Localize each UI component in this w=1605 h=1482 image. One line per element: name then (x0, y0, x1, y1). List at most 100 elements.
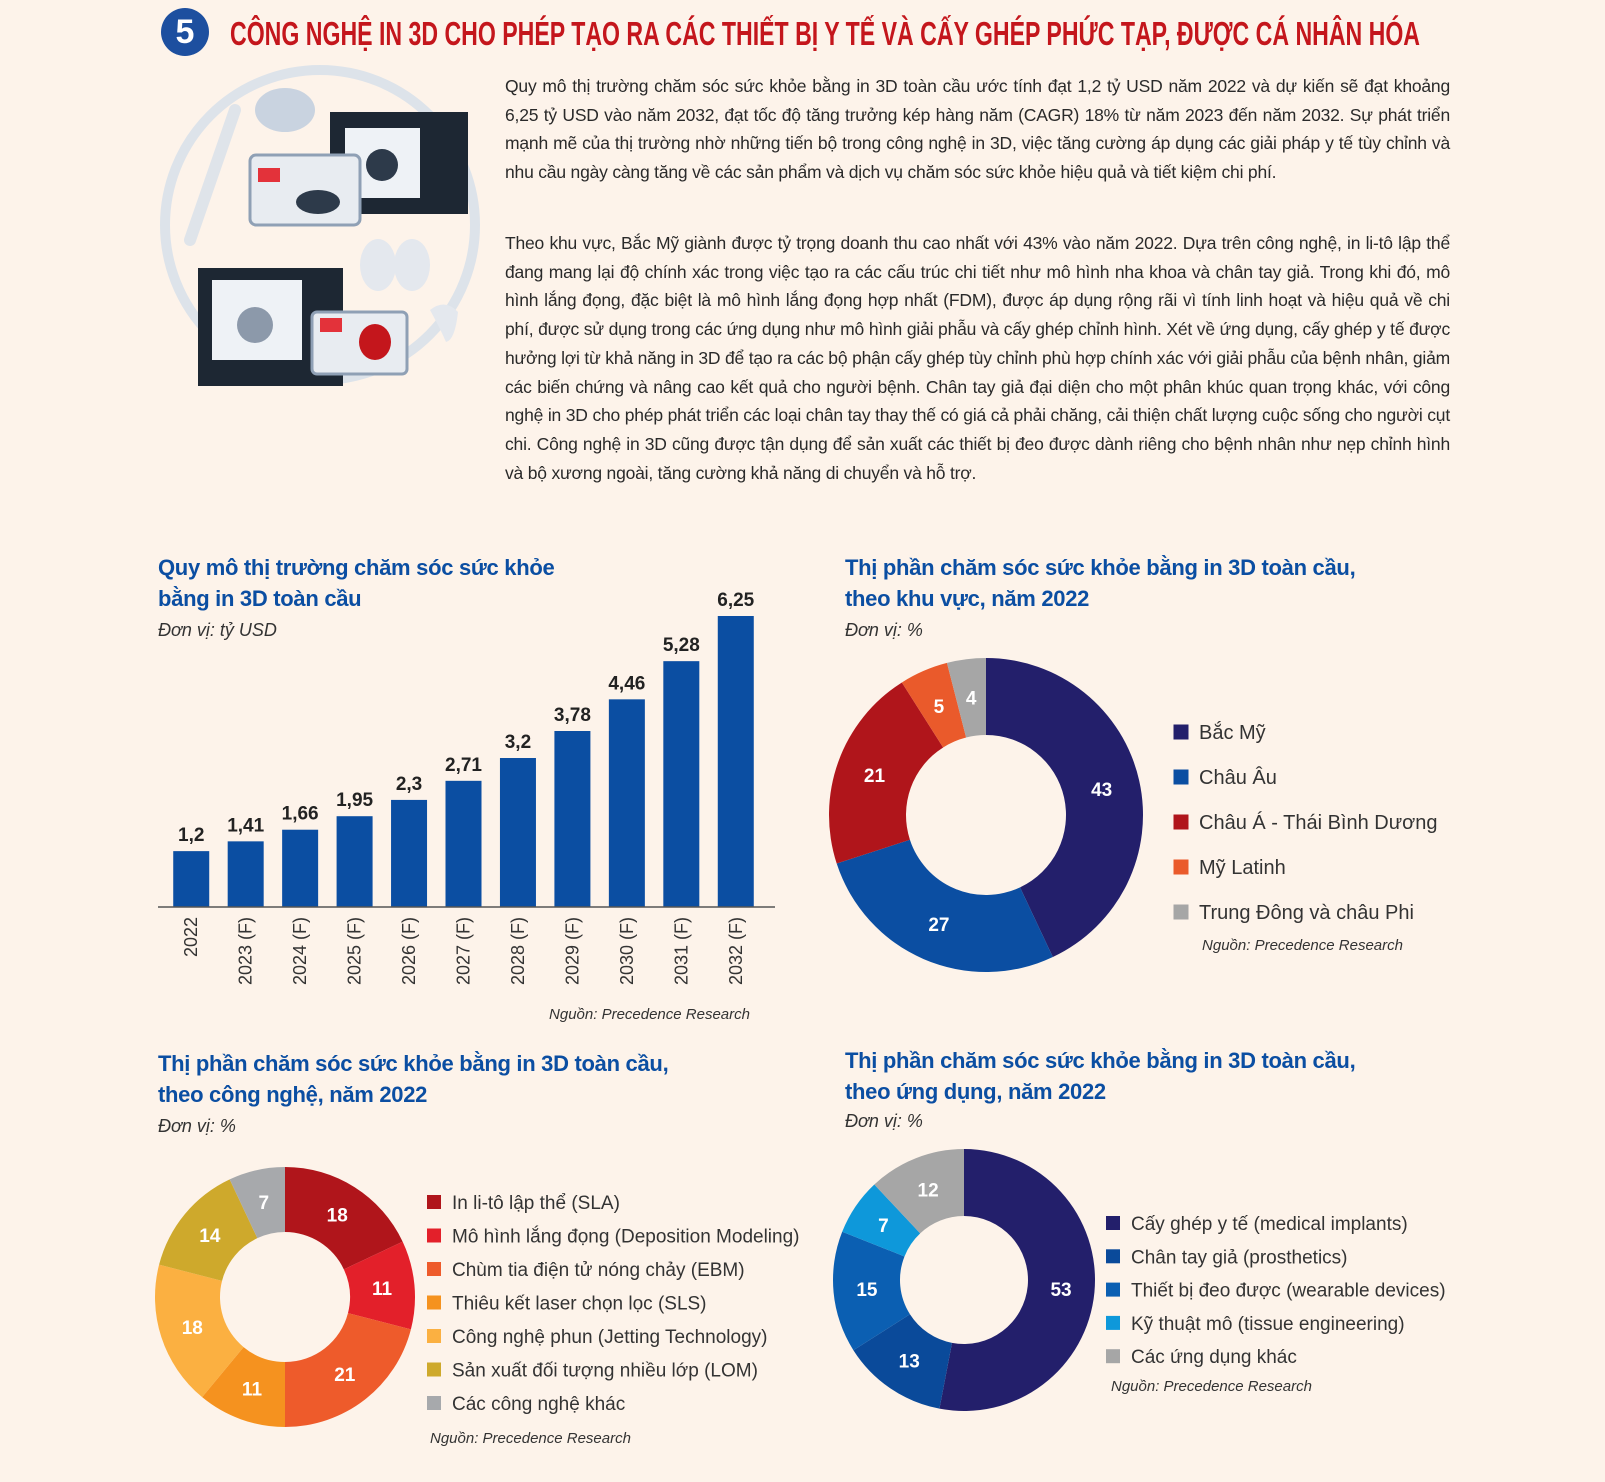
bar (554, 731, 591, 907)
chart-subtitle: Đơn vị: % (845, 1111, 923, 1131)
legend-swatch (427, 1262, 441, 1276)
bar (336, 816, 373, 907)
paragraph: Quy mô thị trường chăm sóc sức khỏe bằng… (505, 76, 1450, 183)
legend-swatch (427, 1329, 441, 1343)
legend-label: Sản xuất đối tượng nhiều lớp (LOM) (452, 1361, 758, 1382)
value-label: 4,46 (608, 673, 645, 694)
donut-segment (343, 1241, 415, 1330)
legend-label: Bắc Mỹ (1199, 721, 1266, 744)
value-label: 2,3 (396, 774, 422, 795)
value-label: 1,66 (282, 804, 319, 825)
legend-label: Các ứng dụng khác (1131, 1347, 1297, 1368)
bar (173, 851, 210, 907)
bar (391, 799, 428, 907)
legend-swatch (427, 1362, 441, 1377)
bar (717, 616, 754, 907)
chart-subtitle: Đơn vị: tỷ USD (158, 620, 277, 640)
legend-swatch (1173, 859, 1189, 875)
chart-title: Quy mô thị trường chăm sóc sức khỏe bằng… (158, 555, 555, 611)
donut-segment (901, 662, 967, 748)
paragraph: Theo khu vực, Bắc Mỹ giành được tỷ trọng… (505, 233, 1450, 483)
legend-swatch (1173, 769, 1189, 785)
value-label: 1,2 (178, 825, 204, 846)
value-label: 6,25 (717, 590, 754, 611)
legend-label: Thiêu kết laser chọn lọc (SLS) (452, 1294, 707, 1315)
data-label: 21 (334, 1365, 356, 1386)
donut-segment (842, 1184, 921, 1257)
legend-swatch (427, 1295, 441, 1310)
data-label: 14 (199, 1226, 221, 1247)
x-tick-label: 2026 (F) (399, 917, 419, 985)
legend-swatch (427, 1228, 441, 1243)
source: Nguồn: Precedence Research (1202, 937, 1403, 954)
data-label: 13 (899, 1352, 920, 1373)
donut-segment (946, 658, 986, 738)
value-label: 2,71 (445, 755, 482, 776)
legend-label: Châu Á - Thái Bình Dương (1199, 811, 1437, 834)
donut-segment (829, 682, 944, 864)
legend-label: Chùm tia điện tử nóng chảy (EBM) (452, 1260, 745, 1281)
legend-swatch (1173, 724, 1189, 740)
legend-swatch (1106, 1349, 1120, 1364)
donut-segment (285, 1313, 411, 1427)
bar (663, 661, 700, 907)
data-label: 7 (258, 1193, 269, 1214)
value-label: 5,28 (663, 635, 700, 656)
data-label: 7 (878, 1216, 889, 1237)
x-tick-label: 2030 (F) (617, 917, 637, 985)
data-label: 12 (918, 1180, 939, 1201)
data-label: 21 (864, 766, 886, 787)
data-label: 15 (856, 1280, 878, 1301)
donut-segment (285, 1167, 403, 1270)
value-label: 3,78 (554, 705, 591, 726)
donut-segment (833, 1231, 910, 1351)
chart-title: Thị phần chăm sóc sức khỏe bằng in 3D to… (158, 1051, 669, 1107)
source: Nguồn: Precedence Research (1111, 1378, 1312, 1395)
bar (282, 829, 319, 907)
illustration (160, 65, 480, 386)
chart-title: Thị phần chăm sóc sức khỏe bằng in 3D to… (845, 555, 1356, 611)
value-label: 1,95 (336, 790, 373, 811)
data-label: 27 (928, 915, 949, 936)
x-tick-label: 2025 (F) (345, 917, 365, 985)
source: Nguồn: Precedence Research (549, 1006, 750, 1023)
legend-swatch (1173, 814, 1189, 830)
legend-label: Trung Đông và châu Phi (1199, 902, 1414, 924)
legend-label: Thiết bị đeo được (wearable devices) (1131, 1281, 1446, 1302)
legend-swatch (427, 1396, 441, 1410)
data-label: 4 (966, 688, 977, 709)
bar (608, 699, 645, 907)
legend-swatch (1106, 1249, 1120, 1264)
legend-swatch (427, 1195, 441, 1209)
number-badge (161, 8, 209, 56)
data-label: 11 (372, 1279, 393, 1300)
section-number: 5 (176, 13, 195, 51)
data-label: 5 (934, 697, 945, 718)
page-title: CÔNG NGHỆ IN 3D CHO PHÉP TẠO RA CÁC THIẾ… (230, 14, 1420, 52)
bar (445, 780, 482, 907)
donut-segment (939, 1149, 1095, 1411)
x-tick-label: 2023 (F) (236, 917, 256, 985)
donut-segment (202, 1347, 285, 1427)
data-label: 43 (1091, 780, 1112, 801)
data-label: 18 (327, 1206, 348, 1227)
legend-label: Các công nghệ khác (452, 1394, 625, 1415)
donut-segment (229, 1167, 285, 1239)
legend-label: In li-tô lập thể (SLA) (452, 1193, 620, 1214)
chart-subtitle: Đơn vị: % (845, 620, 923, 640)
donut-segment (159, 1179, 258, 1281)
legend-label: Chân tay giả (prosthetics) (1131, 1247, 1348, 1268)
data-label: 11 (242, 1380, 263, 1401)
x-tick-label: 2024 (F) (290, 917, 310, 985)
legend-label: Kỹ thuật mô (tissue engineering) (1131, 1314, 1405, 1335)
donut-segment (853, 1314, 953, 1409)
x-tick-label: 2022 (181, 917, 201, 957)
legend-label: Mỹ Latinh (1199, 857, 1286, 879)
x-tick-label: 2031 (F) (671, 917, 691, 985)
x-tick-label: 2028 (F) (508, 917, 528, 985)
legend-swatch (1173, 904, 1189, 920)
source: Nguồn: Precedence Research (430, 1430, 631, 1447)
value-label: 1,41 (227, 815, 264, 836)
data-label: 53 (1050, 1280, 1071, 1301)
